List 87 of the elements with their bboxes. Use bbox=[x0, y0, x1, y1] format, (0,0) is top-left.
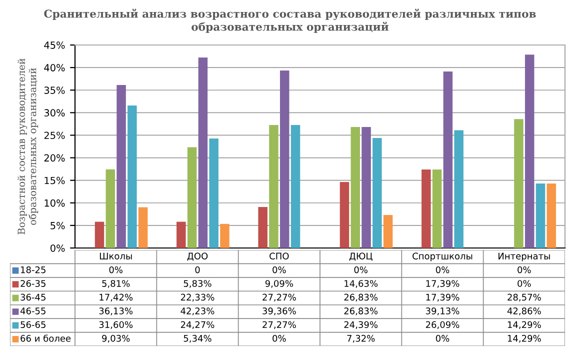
legend-label: 18-25 bbox=[20, 266, 46, 274]
data-label: 39,13% bbox=[426, 308, 460, 316]
data-label: 0% bbox=[272, 334, 286, 342]
data-label: 27,27% bbox=[262, 294, 296, 302]
data-label: 5,81% bbox=[102, 280, 130, 288]
y-tick-label: 40% bbox=[44, 64, 65, 72]
legend-label: 26-35 bbox=[20, 280, 46, 287]
data-label: 5,83% bbox=[184, 280, 212, 288]
data-label: 9,09% bbox=[265, 280, 294, 288]
data-label: 17,39% bbox=[426, 294, 460, 302]
data-label: 0% bbox=[436, 266, 450, 274]
data-label: 26,83% bbox=[344, 308, 378, 316]
bar bbox=[128, 105, 137, 248]
bar bbox=[176, 222, 186, 248]
bar bbox=[269, 124, 278, 248]
data-label: 42,86% bbox=[507, 308, 541, 316]
y-tick-label: 35% bbox=[44, 86, 65, 94]
bar bbox=[546, 184, 556, 248]
data-label: 22,33% bbox=[180, 294, 214, 302]
bar bbox=[422, 170, 431, 248]
data-label: 0% bbox=[109, 266, 122, 274]
x-tick-label: Спортшколы bbox=[412, 252, 472, 262]
data-label: 7,32% bbox=[347, 334, 375, 343]
data-label: 0 bbox=[195, 266, 200, 274]
data-label: 27,27% bbox=[262, 321, 296, 329]
y-tick-label: 0% bbox=[50, 244, 65, 252]
data-label: 0% bbox=[436, 334, 450, 342]
data-label: 14,29% bbox=[508, 334, 541, 343]
data-label: 17,42% bbox=[100, 294, 133, 302]
bar bbox=[106, 169, 116, 248]
data-label: 0% bbox=[272, 266, 286, 274]
data-label: 39,36% bbox=[262, 308, 296, 316]
data-label: 14,29% bbox=[508, 321, 541, 329]
data-label: 14,63% bbox=[344, 280, 378, 288]
y-tick-label: 15% bbox=[44, 176, 65, 184]
y-tick-label: 25% bbox=[44, 132, 65, 140]
chart-title: Сранительный анализ возрастного состава руководителей различных типов образовательных организаций bbox=[44, 8, 536, 33]
bar bbox=[198, 57, 208, 248]
data-label: 24,39% bbox=[344, 321, 378, 329]
data-label: 31,60% bbox=[99, 321, 133, 329]
bar bbox=[350, 126, 360, 248]
bar bbox=[536, 184, 546, 248]
data-label: 36,13% bbox=[99, 308, 133, 316]
bar bbox=[524, 54, 534, 248]
y-tick-label: 20% bbox=[44, 154, 65, 162]
bar bbox=[340, 182, 350, 248]
data-label: 0% bbox=[354, 266, 368, 274]
x-tick-label: ДЮЦ bbox=[349, 252, 372, 261]
bar bbox=[116, 85, 126, 248]
bar bbox=[290, 124, 300, 248]
y-axis-title: Возрастной состав руководителей образовательных организаций bbox=[18, 58, 38, 234]
data-label: 26,83% bbox=[344, 294, 378, 302]
data-label: 0% bbox=[518, 266, 531, 274]
x-tick-label: Интернаты bbox=[498, 252, 550, 262]
bar bbox=[209, 138, 218, 248]
x-tick-label: СПО bbox=[270, 252, 289, 260]
data-label: 17,39% bbox=[426, 280, 460, 288]
x-tick-label: ДОО bbox=[187, 252, 208, 261]
bar bbox=[94, 222, 104, 248]
bar bbox=[138, 207, 148, 248]
legend-label: 36-45 bbox=[20, 294, 46, 301]
bar bbox=[372, 138, 382, 248]
bar bbox=[432, 170, 442, 248]
bar bbox=[362, 126, 371, 248]
y-tick-label: 45% bbox=[44, 41, 65, 49]
bar bbox=[454, 130, 464, 248]
bar bbox=[258, 206, 268, 248]
legend-label: 46-55 bbox=[20, 308, 46, 314]
bar bbox=[280, 70, 290, 248]
bar bbox=[443, 71, 453, 248]
bar bbox=[514, 119, 524, 248]
bar bbox=[187, 147, 197, 248]
legend-label: 56-65 bbox=[20, 321, 46, 328]
y-tick-label: 30% bbox=[44, 109, 65, 116]
y-tick-label: 10% bbox=[44, 199, 65, 207]
bar bbox=[220, 224, 230, 248]
data-label: 28,57% bbox=[508, 294, 541, 302]
y-tick-label: 5% bbox=[50, 222, 65, 230]
data-label: 42,23% bbox=[180, 308, 214, 316]
x-tick-label: Школы bbox=[100, 252, 132, 260]
data-label: 24,27% bbox=[180, 321, 214, 329]
data-label: 0% bbox=[518, 280, 531, 287]
legend-label: 66 и более bbox=[20, 334, 71, 342]
data-label: 5,34% bbox=[184, 334, 212, 343]
data-label: 26,09% bbox=[426, 321, 460, 329]
bar bbox=[383, 214, 393, 248]
data-label: 9,03% bbox=[102, 334, 130, 343]
